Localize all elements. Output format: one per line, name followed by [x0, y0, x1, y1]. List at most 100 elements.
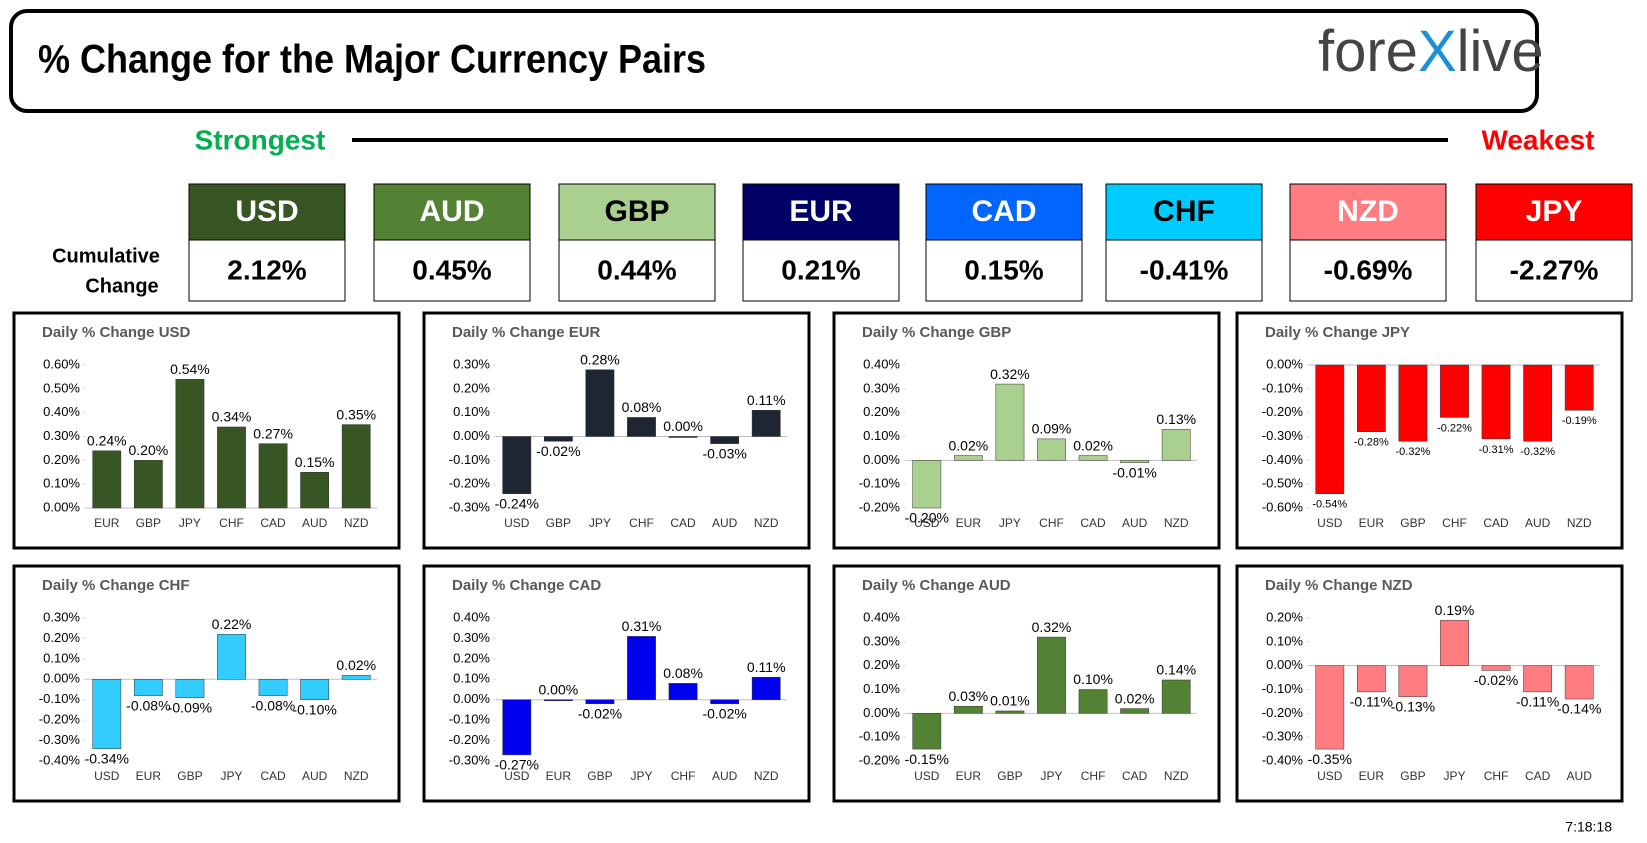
y-tick-label: 0.00%: [453, 428, 490, 443]
bar: [668, 683, 698, 700]
bar: [341, 674, 371, 680]
chart-title: Daily % Change USD: [42, 324, 191, 341]
y-tick-label: 0.20%: [863, 657, 900, 672]
chart-title: Daily % Change JPY: [1265, 324, 1410, 341]
bar: [258, 443, 288, 509]
x-tick-label: CHF: [1442, 516, 1467, 530]
chart-frame: [832, 564, 1221, 803]
y-tick-label: 0.20%: [453, 650, 490, 665]
y-tick-label: 0.50%: [43, 380, 80, 395]
y-tick-label: 0.40%: [863, 356, 900, 371]
logo-part: live: [1457, 19, 1544, 84]
x-tick-label: CHF: [671, 769, 696, 783]
x-tick-label: CHF: [1081, 769, 1106, 783]
x-tick-label: CHF: [219, 516, 244, 530]
cumulative-label: Cumulative: [52, 245, 160, 267]
y-tick-label: 0.40%: [453, 609, 490, 624]
bar: [92, 450, 122, 509]
x-tick-label: USD: [504, 769, 530, 783]
value-label: 0.00%: [539, 681, 579, 697]
x-tick-label: USD: [914, 769, 940, 783]
x-tick-label: USD: [504, 516, 530, 530]
value-label: 0.31%: [622, 618, 662, 634]
value-label: 0.22%: [212, 616, 252, 632]
x-tick-label: NZD: [1567, 516, 1592, 530]
value-label: 0.15%: [295, 454, 335, 470]
currency-value: 2.12%: [227, 254, 306, 285]
x-tick-label: AUD: [712, 516, 738, 530]
x-tick-label: JPY: [179, 516, 201, 530]
y-tick-label: 0.20%: [43, 630, 80, 645]
value-label: -0.08%: [126, 697, 170, 713]
y-tick-label: -0.10%: [449, 712, 491, 727]
bar: [912, 713, 942, 750]
bar: [1440, 620, 1469, 666]
currency-value: 0.44%: [597, 254, 676, 285]
currency-value: 0.21%: [781, 254, 860, 285]
currency-value-box: [1289, 239, 1447, 302]
y-tick-label: 0.10%: [863, 681, 900, 696]
value-label: 0.13%: [1156, 411, 1196, 427]
value-label: -0.08%: [251, 697, 295, 713]
x-tick-label: JPY: [220, 769, 242, 783]
y-tick-label: 0.30%: [43, 428, 80, 443]
y-tick-label: 0.00%: [1266, 356, 1303, 371]
y-tick-label: 0.20%: [453, 380, 490, 395]
x-tick-label: AUD: [1525, 516, 1551, 530]
chart-title: Daily % Change NZD: [1265, 577, 1413, 594]
x-tick-label: NZD: [344, 516, 369, 530]
y-tick-label: -0.20%: [449, 732, 491, 747]
currency-value-box: [742, 239, 900, 302]
bar: [995, 383, 1025, 461]
currency-name: CHF: [1153, 195, 1215, 228]
bar: [585, 369, 615, 437]
y-tick-label: 0.40%: [863, 609, 900, 624]
currency-value-box: [188, 239, 346, 302]
bar: [1398, 665, 1428, 697]
bar: [668, 436, 698, 438]
bar: [585, 699, 615, 705]
currency-name: AUD: [420, 195, 485, 228]
value-label: 0.08%: [663, 665, 703, 681]
x-tick-label: CHF: [629, 516, 654, 530]
bar: [502, 436, 532, 494]
value-label: -0.15%: [905, 751, 949, 767]
y-tick-label: 0.10%: [863, 428, 900, 443]
x-tick-label: CHF: [1484, 769, 1509, 783]
y-tick-label: 0.10%: [453, 404, 490, 419]
value-label: -0.02%: [536, 443, 580, 459]
y-tick-label: 0.10%: [1266, 633, 1303, 648]
x-tick-label: CHF: [1039, 516, 1064, 530]
bar: [92, 679, 122, 749]
bar: [175, 379, 205, 509]
value-label: -0.02%: [578, 706, 622, 722]
bar: [751, 410, 781, 437]
currency-header: [188, 183, 346, 241]
x-tick-label: JPY: [630, 769, 652, 783]
x-tick-label: CAD: [1122, 769, 1148, 783]
currency-name: CAD: [972, 195, 1037, 228]
bar: [751, 676, 781, 700]
bar: [133, 460, 163, 509]
value-label: 0.35%: [336, 406, 376, 422]
bar: [953, 705, 983, 714]
y-tick-label: 0.00%: [863, 452, 900, 467]
bar: [1161, 429, 1191, 461]
currency-value-box: [1105, 239, 1263, 302]
currency-header: [1105, 183, 1263, 241]
x-tick-label: AUD: [1122, 516, 1148, 530]
currency-name: EUR: [789, 195, 853, 228]
currency-header: [742, 183, 900, 241]
value-label: 0.02%: [336, 657, 376, 673]
chart-title: Daily % Change AUD: [862, 577, 1011, 594]
value-label: 0.02%: [1073, 437, 1113, 453]
bar: [1356, 364, 1386, 432]
y-tick-label: -0.60%: [1262, 499, 1304, 514]
bar: [341, 424, 371, 509]
bar: [627, 636, 656, 700]
x-tick-label: NZD: [1164, 769, 1189, 783]
value-label: 0.11%: [747, 392, 786, 408]
y-tick-label: 0.30%: [453, 356, 490, 371]
bar: [1440, 364, 1469, 418]
x-tick-label: CAD: [670, 516, 696, 530]
